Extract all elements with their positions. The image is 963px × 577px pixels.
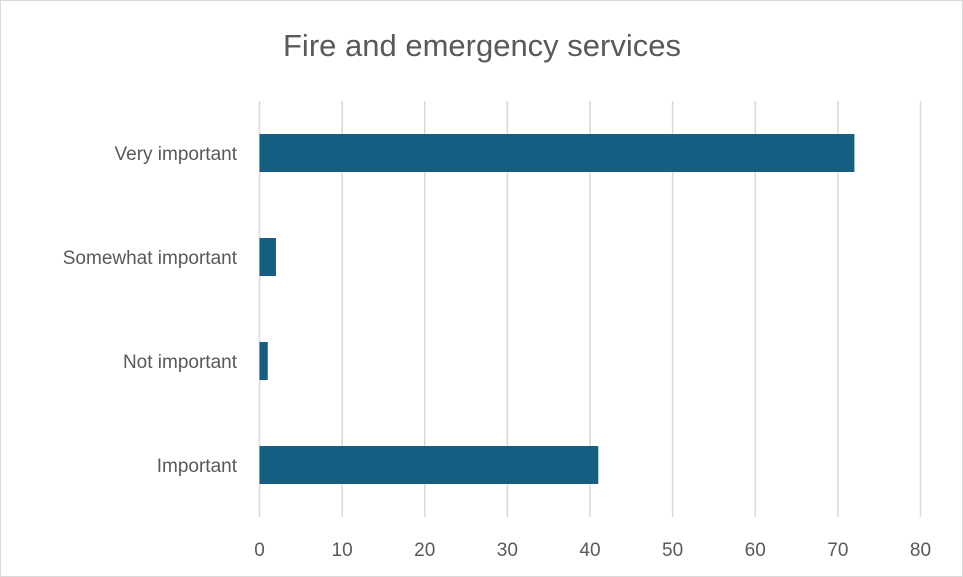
x-tick-label: 20 [414, 540, 435, 561]
category-label: Very important [115, 144, 238, 165]
bars [259, 134, 855, 484]
category-label: Somewhat important [63, 248, 238, 269]
x-tick-label: 0 [254, 540, 265, 561]
x-tick-label: 70 [827, 540, 848, 561]
bar [259, 134, 855, 172]
bar [259, 342, 268, 380]
x-tick-label: 50 [662, 540, 683, 561]
chart-title: Fire and emergency services [283, 28, 681, 63]
x-tick-label: 40 [579, 540, 600, 561]
category-labels: Very important Somewhat important Not impo… [63, 144, 238, 477]
category-label: Important [157, 456, 238, 477]
x-tick-label: 80 [910, 540, 931, 561]
x-tick-label: 10 [332, 540, 353, 561]
x-tick-label: 60 [745, 540, 766, 561]
bar [259, 446, 599, 484]
bar [259, 238, 277, 276]
x-tick-label: 30 [497, 540, 518, 561]
category-label: Not important [123, 352, 238, 373]
x-tick-labels: 0 10 20 30 40 50 60 70 80 [254, 540, 931, 561]
